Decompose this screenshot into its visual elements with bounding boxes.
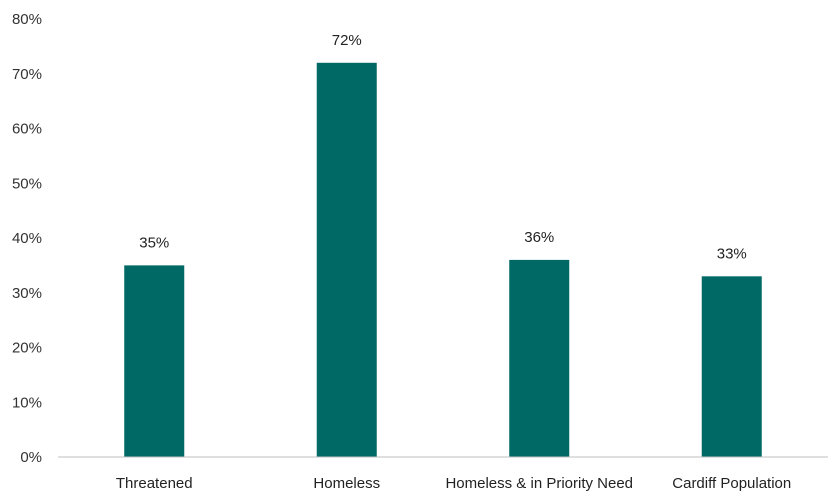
y-tick-label: 60%	[12, 121, 42, 138]
bar-homeless-in-priority-need	[509, 259, 570, 457]
bar-data-label: 33%	[717, 245, 747, 262]
y-tick-label: 10%	[12, 394, 42, 411]
data-labels: 35% 72% 36% 33%	[139, 32, 747, 263]
y-axis: 0% 10% 20% 30% 40% 50% 60% 70% 80%	[12, 11, 42, 466]
bar-data-label: 35%	[139, 234, 169, 251]
x-category-label: Threatened	[116, 475, 193, 492]
bars	[124, 62, 762, 458]
y-tick-label: 30%	[12, 285, 42, 302]
y-tick-label: 80%	[12, 11, 42, 28]
bar-cardiff-population	[701, 276, 762, 457]
x-category-label: Homeless	[313, 475, 380, 492]
y-tick-label: 50%	[12, 175, 42, 192]
y-tick-label: 70%	[12, 66, 42, 83]
bar-data-label: 36%	[524, 229, 554, 246]
bar-data-label: 72%	[332, 32, 362, 49]
bar-homeless	[316, 62, 377, 458]
y-tick-label: 0%	[20, 449, 42, 466]
y-tick-label: 20%	[12, 340, 42, 357]
x-axis: Threatened Homeless Homeless & in Priority…	[116, 475, 791, 492]
x-category-label: Cardiff Population	[672, 475, 791, 492]
y-tick-label: 40%	[12, 230, 42, 247]
bar-threatened	[124, 265, 185, 457]
x-category-label: Homeless & in Priority Need	[445, 475, 633, 492]
